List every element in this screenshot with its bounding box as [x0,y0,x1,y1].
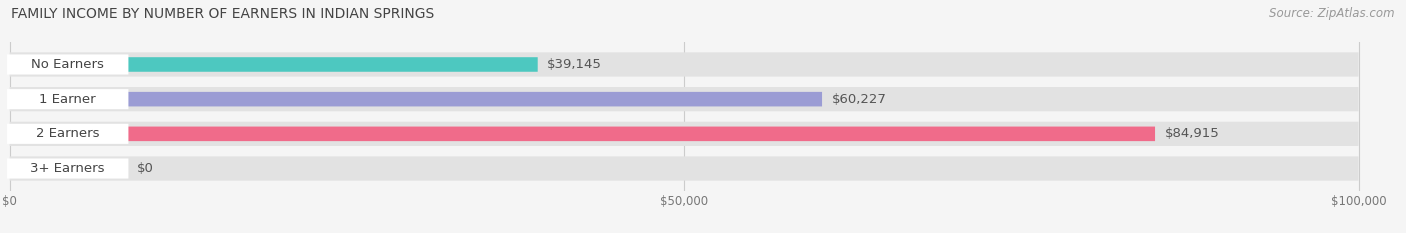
Text: 1 Earner: 1 Earner [39,93,96,106]
FancyBboxPatch shape [10,92,823,106]
FancyBboxPatch shape [7,158,128,178]
Text: FAMILY INCOME BY NUMBER OF EARNERS IN INDIAN SPRINGS: FAMILY INCOME BY NUMBER OF EARNERS IN IN… [11,7,434,21]
Text: No Earners: No Earners [31,58,104,71]
FancyBboxPatch shape [7,89,128,109]
Text: 2 Earners: 2 Earners [37,127,100,140]
FancyBboxPatch shape [10,57,537,72]
FancyBboxPatch shape [10,52,1358,77]
Text: $0: $0 [136,162,153,175]
FancyBboxPatch shape [10,122,1358,146]
Text: $84,915: $84,915 [1164,127,1219,140]
FancyBboxPatch shape [10,87,1358,111]
FancyBboxPatch shape [10,127,1156,141]
Text: $60,227: $60,227 [831,93,886,106]
Text: Source: ZipAtlas.com: Source: ZipAtlas.com [1270,7,1395,20]
FancyBboxPatch shape [7,55,128,75]
FancyBboxPatch shape [10,156,1358,181]
Text: $39,145: $39,145 [547,58,602,71]
Text: 3+ Earners: 3+ Earners [31,162,105,175]
FancyBboxPatch shape [7,124,128,144]
